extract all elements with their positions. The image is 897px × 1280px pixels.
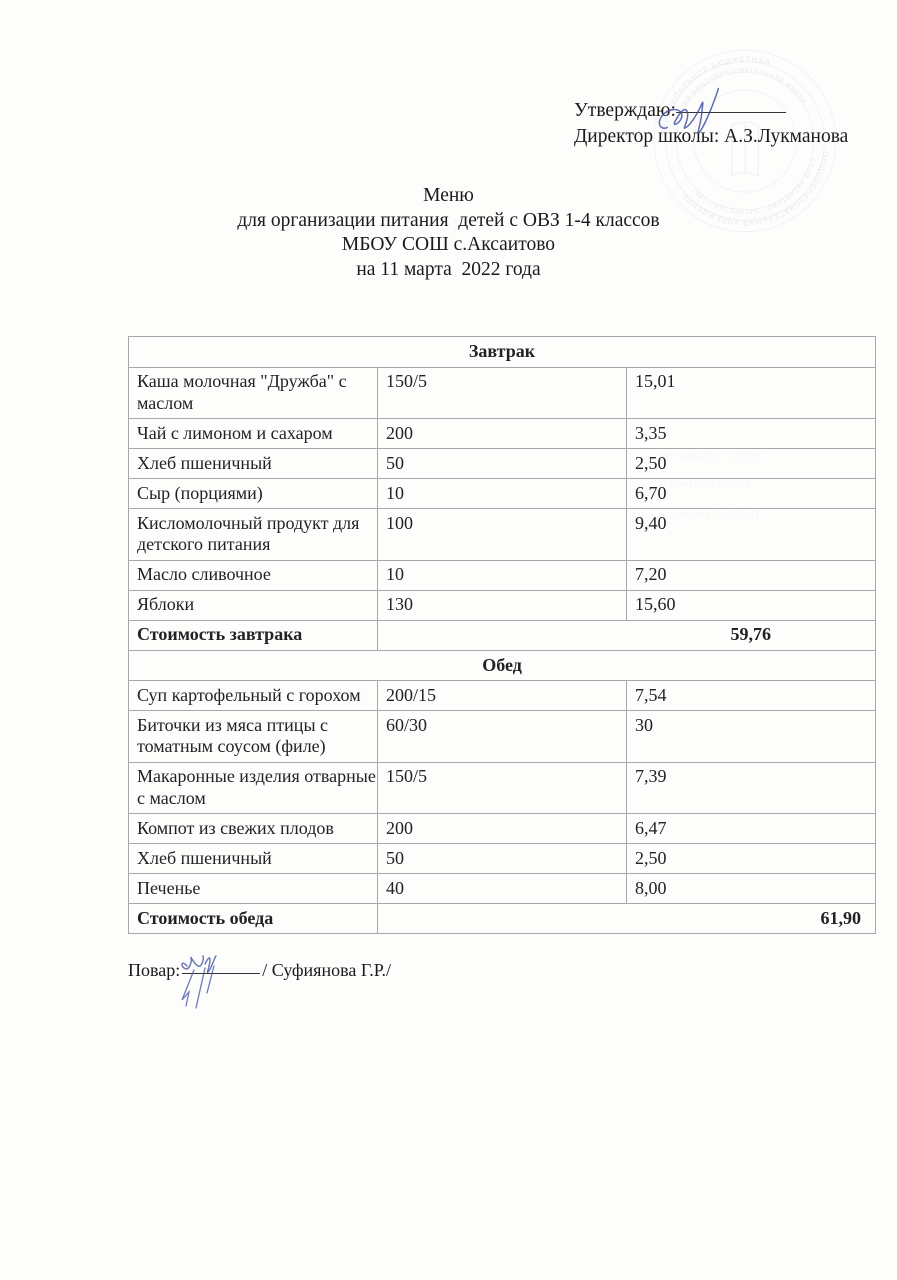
svg-text:ОБЩЕОБРАЗОВАТЕЛЬНАЯ УЧРЕЖДЕНИЕ: ОБЩЕОБРАЗОВАТЕЛЬНАЯ УЧРЕЖДЕНИЕ [679,151,830,228]
